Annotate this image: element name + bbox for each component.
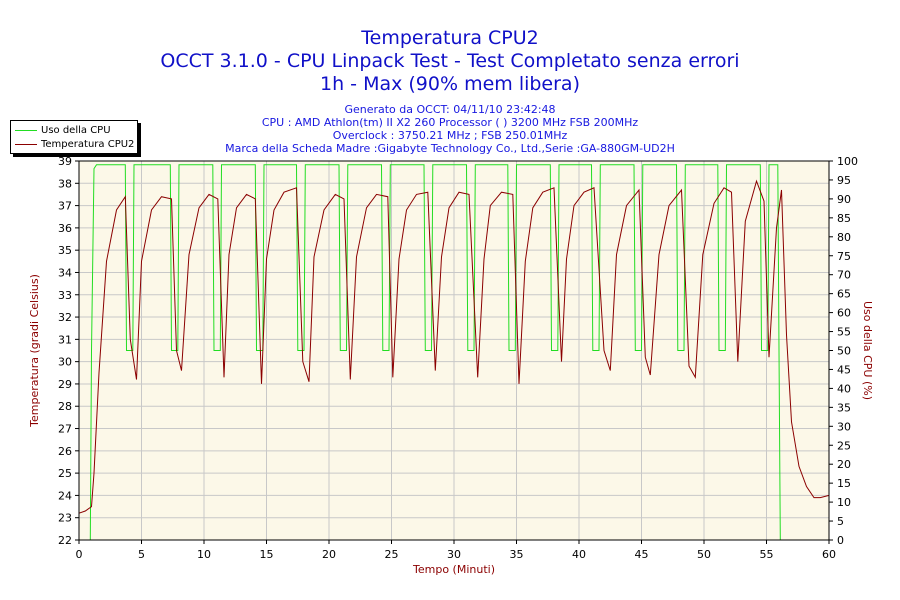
y-right-tick-label: 60	[837, 307, 851, 320]
y-right-tick-label: 100	[837, 155, 858, 168]
chart-subtitle-2: 1h - Max (90% mem libera)	[320, 73, 580, 95]
y-left-tick-label: 38	[58, 177, 72, 190]
info-motherboard: Marca della Scheda Madre :Gigabyte Techn…	[225, 142, 675, 155]
y-right-tick-label: 0	[837, 534, 844, 547]
y-left-tick-label: 29	[58, 378, 72, 391]
legend-item-cpu-usage: Uso della CPU	[15, 123, 111, 137]
x-tick-label: 0	[76, 548, 83, 561]
series-line-cpu-usage	[79, 164, 829, 541]
y-right-tick-label: 85	[837, 212, 851, 225]
y-right-tick-label: 35	[837, 401, 851, 414]
x-tick-label: 5	[138, 548, 145, 561]
x-tick-label: 10	[197, 548, 211, 561]
chart-subtitle-1: OCCT 3.1.0 - CPU Linpack Test - Test Com…	[160, 50, 740, 72]
y-left-tick-label: 34	[58, 266, 72, 279]
y-left-tick-label: 36	[58, 222, 72, 235]
x-tick-label: 40	[572, 548, 586, 561]
x-tick-label: 35	[510, 548, 524, 561]
info-generated: Generato da OCCT: 04/11/10 23:42:48	[344, 103, 556, 116]
y-right-tick-label: 5	[837, 515, 844, 528]
series-line-temperature	[78, 179, 830, 514]
y-left-tick-label: 35	[58, 244, 72, 257]
x-tick-label: 55	[760, 548, 774, 561]
y-right-tick-label: 25	[837, 439, 851, 452]
y-left-tick-label: 28	[58, 400, 72, 413]
y-left-tick-label: 25	[58, 467, 72, 480]
legend-label-temperature: Temperatura CPU2	[41, 138, 135, 150]
y-right-tick-label: 90	[837, 193, 851, 206]
x-tick-label: 15	[260, 548, 274, 561]
y-right-tick-label: 80	[837, 231, 851, 244]
y-right-tick-label: 70	[837, 269, 851, 282]
y-axis-label-left: Temperatura (gradi Celsius)	[28, 274, 41, 428]
y-left-tick-label: 39	[58, 155, 72, 168]
y-right-tick-label: 65	[837, 288, 851, 301]
y-right-tick-label: 30	[837, 420, 851, 433]
y-right-tick-label: 40	[837, 382, 851, 395]
y-right-tick-label: 50	[837, 345, 851, 358]
info-cpu: CPU : AMD Athlon(tm) II X2 260 Processor…	[261, 116, 639, 129]
chart-title: Temperatura CPU2	[361, 27, 539, 49]
x-tick-label: 60	[822, 548, 836, 561]
y-right-tick-label: 45	[837, 363, 851, 376]
y-axis-label-right: Uso della CPU (%)	[861, 301, 874, 400]
y-left-tick-label: 32	[58, 311, 72, 324]
x-tick-label: 30	[447, 548, 461, 561]
y-right-tick-label: 15	[837, 477, 851, 490]
y-left-tick-label: 30	[58, 356, 72, 369]
y-right-tick-label: 10	[837, 496, 851, 509]
y-left-tick-label: 31	[58, 333, 72, 346]
x-tick-label: 20	[322, 548, 336, 561]
y-left-tick-label: 23	[58, 512, 72, 525]
y-left-tick-label: 27	[58, 423, 72, 436]
info-overclock: Overclock : 3750.21 MHz ; FSB 250.01MHz	[332, 129, 568, 142]
y-right-tick-label: 75	[837, 250, 851, 263]
y-right-tick-label: 20	[837, 458, 851, 471]
x-tick-label: 50	[697, 548, 711, 561]
legend: Uso della CPU Temperatura CPU2	[10, 120, 138, 154]
y-left-tick-label: 24	[58, 489, 72, 502]
x-tick-label: 45	[635, 548, 649, 561]
legend-swatch-temperature	[15, 143, 37, 145]
y-left-tick-label: 22	[58, 534, 72, 547]
y-left-tick-label: 37	[58, 200, 72, 213]
y-right-tick-label: 55	[837, 326, 851, 339]
legend-item-temperature: Temperatura CPU2	[15, 137, 134, 151]
y-right-tick-label: 95	[837, 174, 851, 187]
y-left-tick-label: 33	[58, 289, 72, 302]
legend-label-cpu-usage: Uso della CPU	[41, 124, 111, 136]
y-left-tick-label: 26	[58, 445, 72, 458]
x-axis-label: Tempo (Minuti)	[412, 563, 495, 576]
legend-swatch-cpu-usage	[15, 129, 37, 131]
x-tick-label: 25	[385, 548, 399, 561]
